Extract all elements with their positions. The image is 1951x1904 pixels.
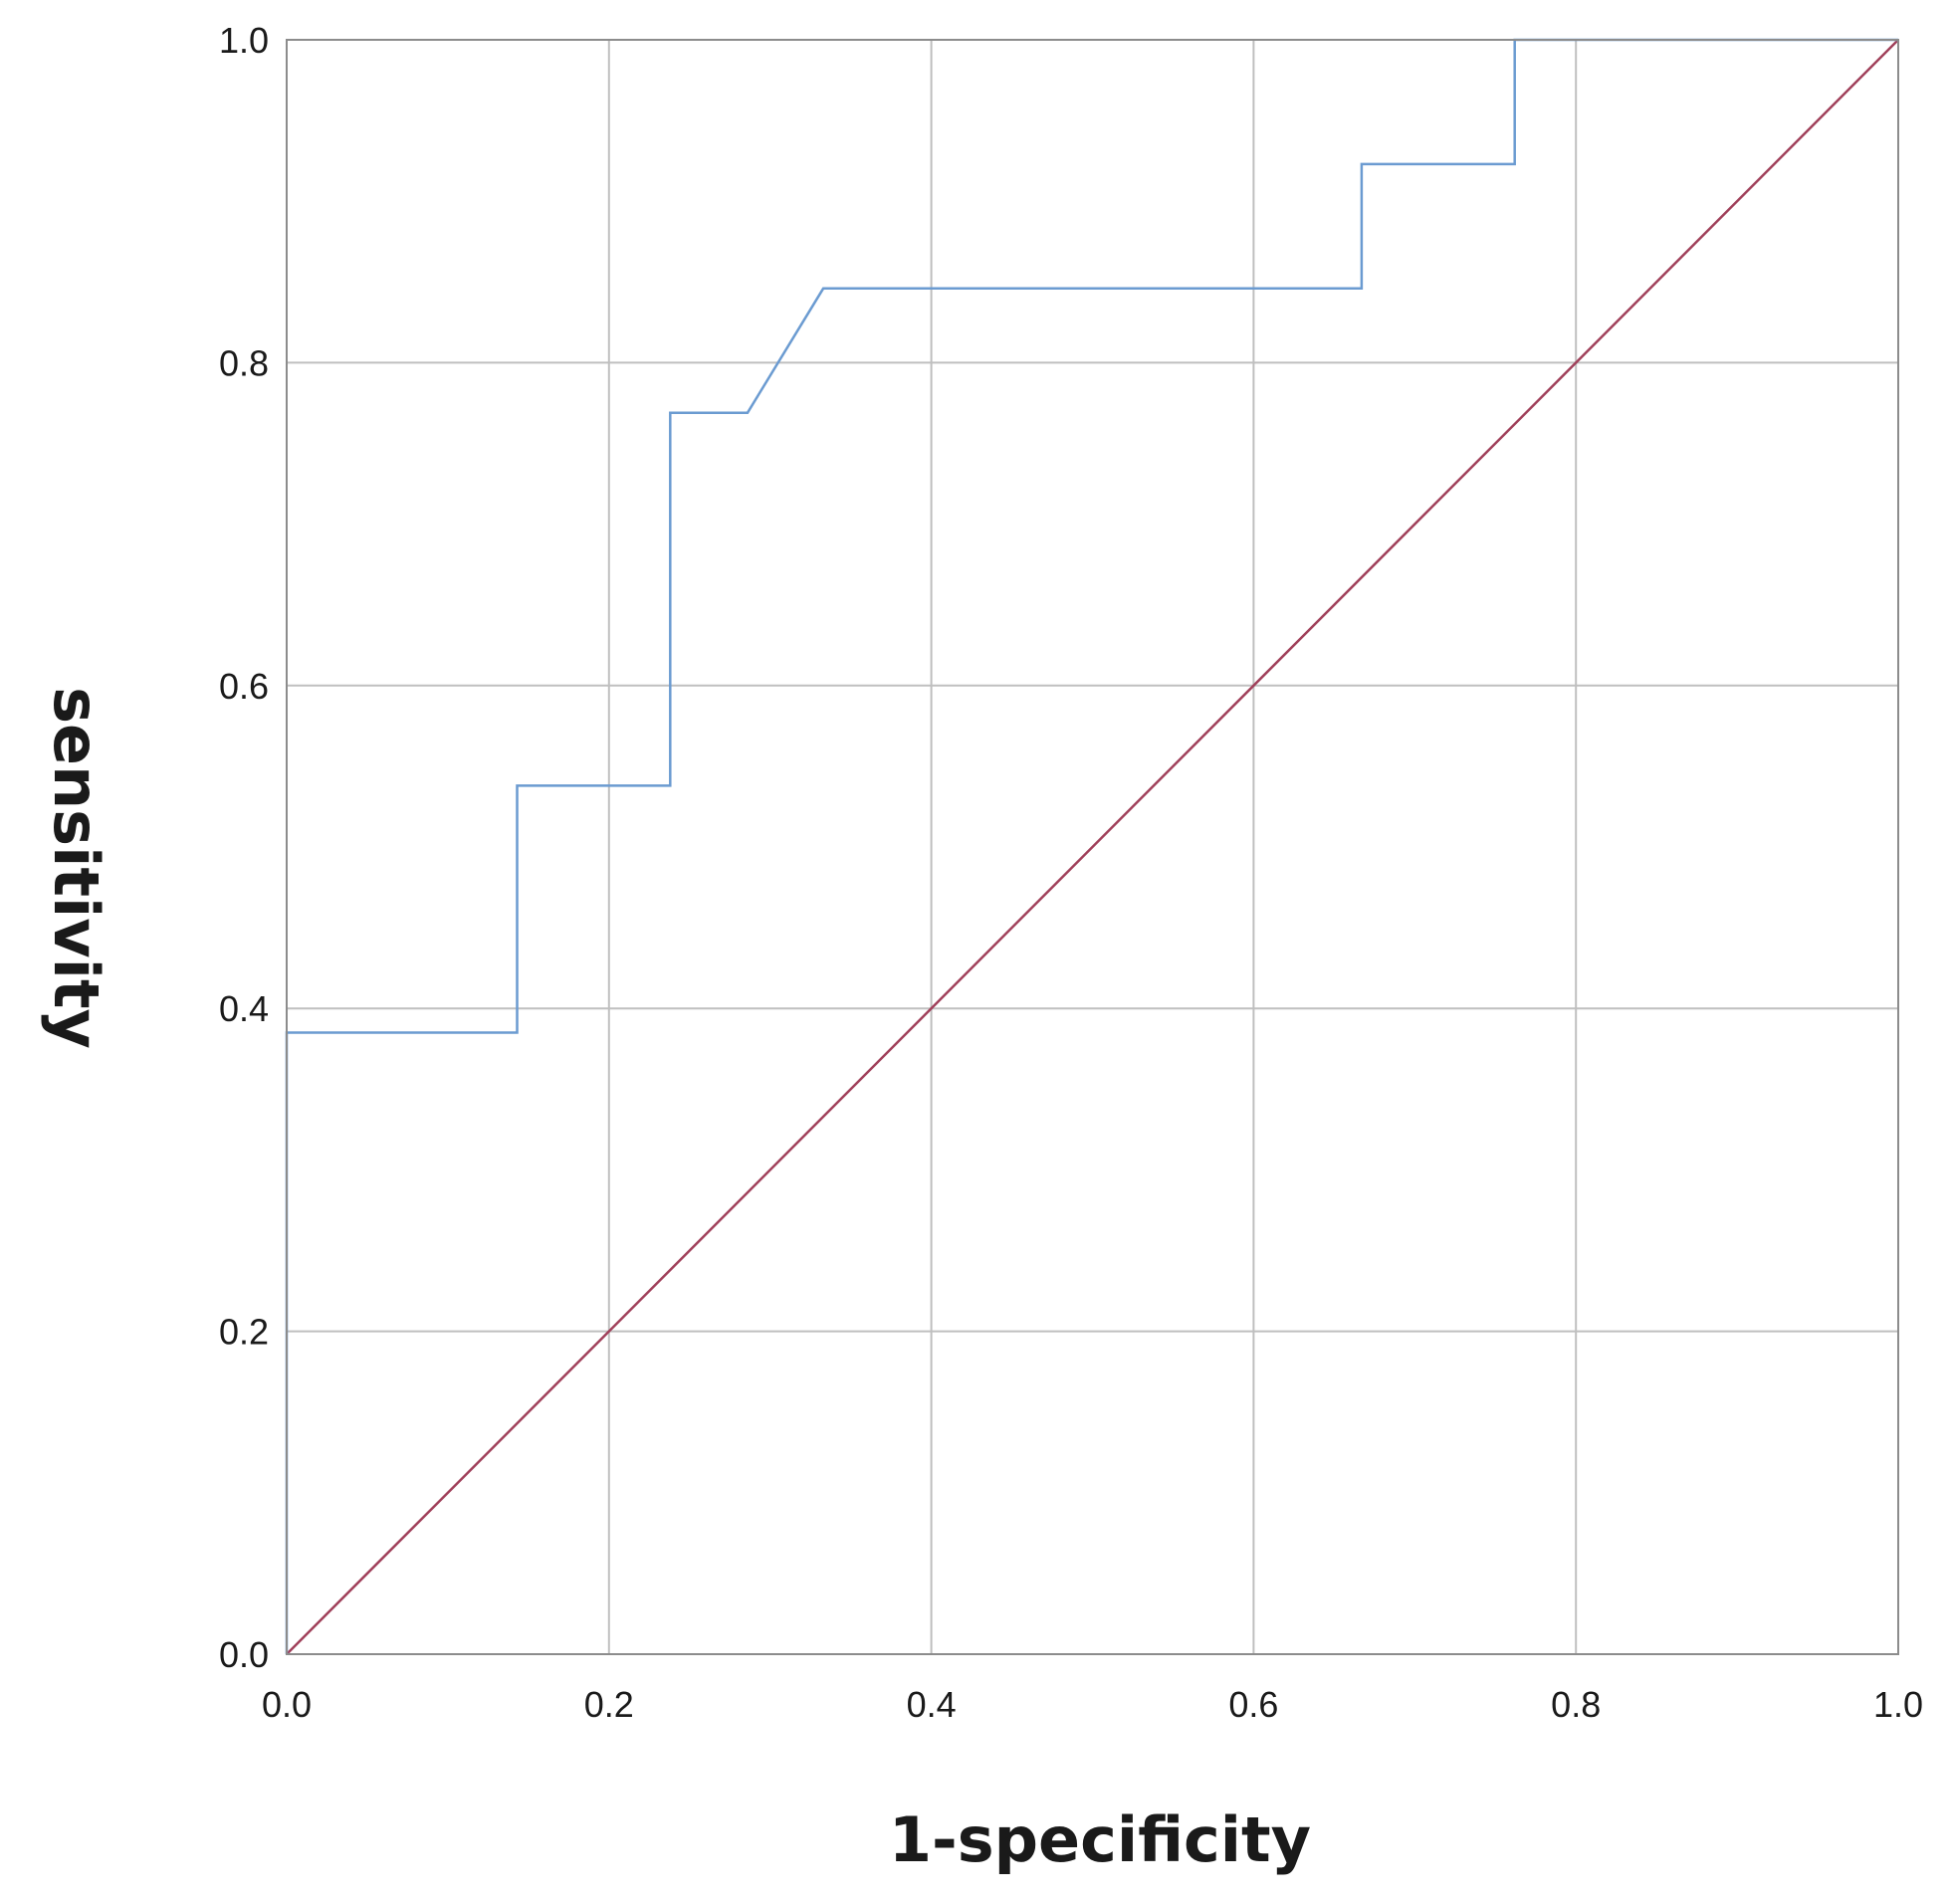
reference-line-line (286, 39, 1899, 1655)
y-tick-label-4: 0.8 (219, 342, 269, 383)
y-axis-label: sensitivity (40, 687, 112, 1049)
x-axis-ticks: 0.0 0.2 0.4 0.6 0.8 1.0 (262, 1684, 1923, 1725)
y-tick-label-5: 1.0 (219, 20, 269, 61)
x-tick-label-0: 0.0 (262, 1684, 312, 1725)
x-tick-label-4: 0.8 (1551, 1684, 1601, 1725)
y-tick-label-0: 0.0 (219, 1634, 269, 1675)
x-tick-label-1: 0.2 (584, 1684, 634, 1725)
plot-frame (286, 39, 1899, 1655)
x-tick-label-5: 1.0 (1873, 1684, 1923, 1725)
y-tick-label-2: 0.4 (219, 988, 269, 1029)
y-tick-label-1: 0.2 (219, 1312, 269, 1353)
x-tick-label-2: 0.4 (907, 1684, 957, 1725)
y-tick-label-3: 0.6 (219, 666, 269, 707)
series-layer (285, 38, 1899, 1655)
x-axis-label: 1-specificity (889, 1803, 1311, 1876)
x-tick-label-3: 0.6 (1228, 1684, 1278, 1725)
roc-curve-line (285, 38, 1898, 1654)
y-axis-ticks: 0.0 0.2 0.4 0.6 0.8 1.0 (219, 20, 269, 1675)
